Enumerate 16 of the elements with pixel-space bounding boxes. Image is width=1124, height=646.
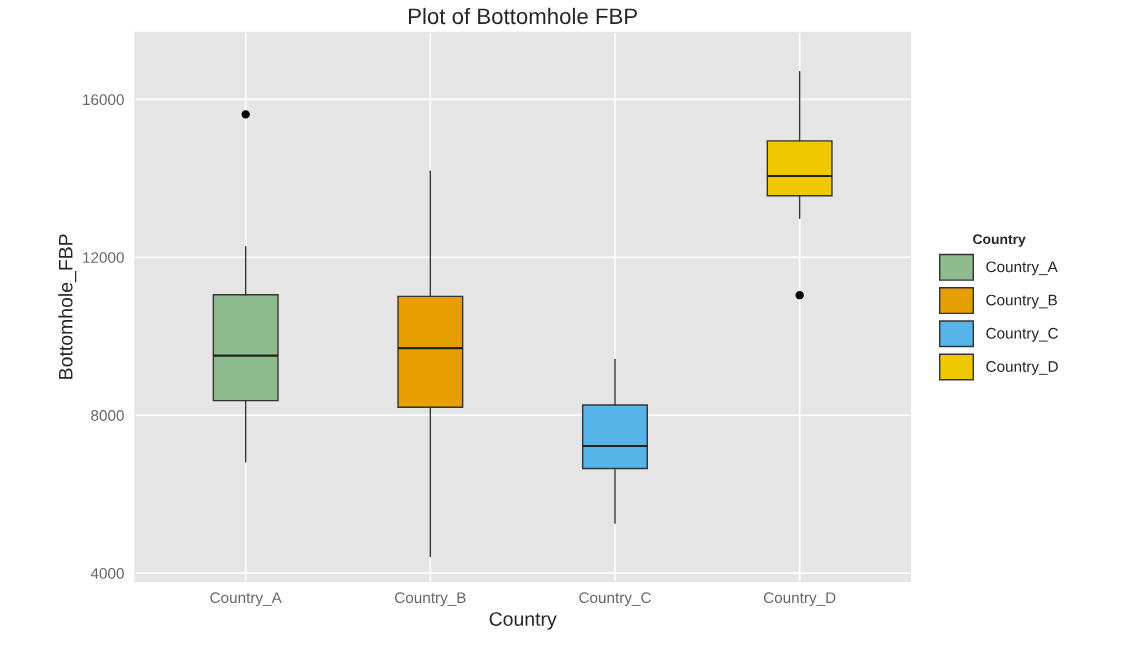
legend-label: Country_C xyxy=(986,327,1058,342)
chart-title: Plot of Bottomhole FBP xyxy=(409,7,637,25)
x-tick-label: Country_D xyxy=(763,592,836,607)
y-tick-label: 8000 xyxy=(91,410,124,421)
y-tick-label: 4000 xyxy=(90,567,124,579)
y-tick-label: 12000 xyxy=(83,252,124,263)
legend-label: Country_D xyxy=(986,361,1058,375)
y-tick-label: 16000 xyxy=(83,94,124,106)
x-tick-label: Country_A xyxy=(210,592,282,607)
x-axis-title: Country xyxy=(489,612,557,630)
x-tick-label: Country_B xyxy=(395,592,466,607)
x-tick-label: Country_C xyxy=(579,592,651,607)
legend-label: Country_A xyxy=(986,261,1058,276)
legend-title: Country xyxy=(973,234,1026,247)
y-axis-title: Bottomhole_FBP xyxy=(58,234,77,379)
legend-label: Country_B xyxy=(986,294,1057,309)
